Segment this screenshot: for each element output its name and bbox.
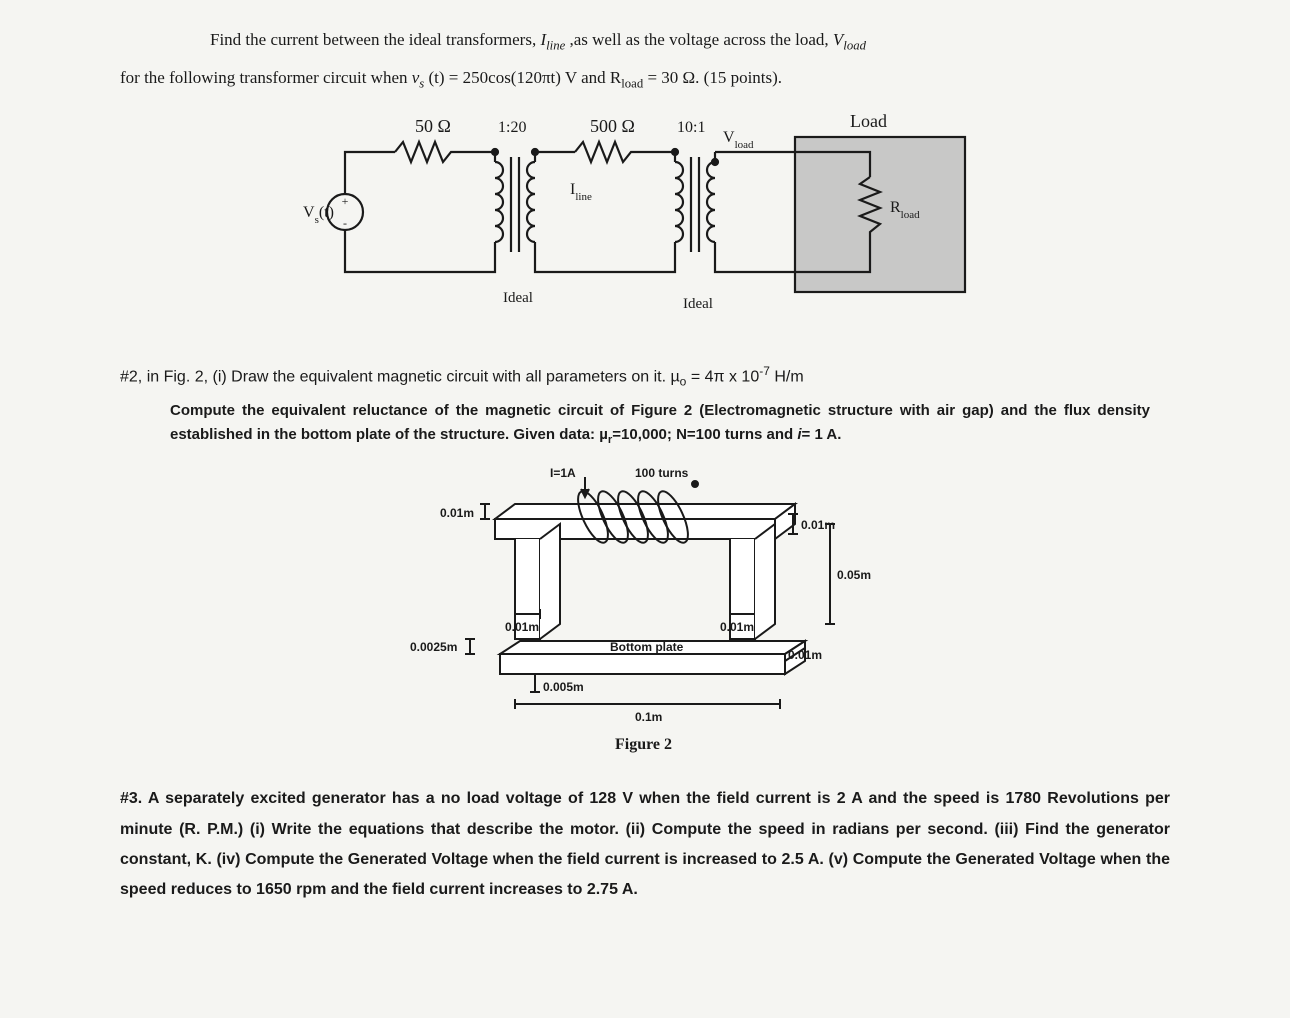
vs-label: V [303,204,315,221]
ratio1: 1:20 [498,119,526,136]
fig2-tr: 0.01m [801,518,835,532]
p1-line1: Find the current between the ideal trans… [120,26,1170,56]
fig2-bph: 0.005m [543,680,584,694]
p2-intro-a: #2, in Fig. 2, (i) Draw the equivalent m… [120,368,680,385]
vload-sub2: load [735,139,754,151]
load-label: Load [850,111,887,131]
p1-l2b: and R [581,68,621,87]
fig2-tl: 0.01m [440,506,474,520]
p1-l1b: ,as well as the voltage across the load, [569,30,832,49]
rload: R [890,199,901,216]
fig2-I: I=1A [550,466,576,480]
p2-intro: #2, in Fig. 2, (i) Draw the equivalent m… [120,362,1170,392]
fig2-caption: Figure 2 [615,736,672,753]
svg-text:+: + [342,194,349,208]
r1-label: 50 Ω [415,116,451,136]
vload-sym: V [833,30,843,49]
fig2-turns: 100 turns [635,466,689,480]
fig2-bpr: 0.01m [788,648,822,662]
vs-arg: (t) [319,204,334,221]
p1-l2a: for the following transformer circuit wh… [120,68,412,87]
mu-exp: -7 [759,364,770,378]
svg-text:Iline: Iline [570,181,592,203]
circuit-diagram: + - Vs(t) 50 Ω 1:20 Ideal 500 Ω Iline [295,102,995,332]
iline-sub: line [546,38,565,52]
vload: V [723,129,735,146]
vs-eq: (t) = 250cos(120πt) V [429,68,577,87]
fig2-leg-l: 0.01m [505,620,539,634]
p2-para-c: = 1 A. [802,426,842,443]
svg-text:-: - [343,216,347,230]
p3-text: #3. A separately excited generator has a… [120,784,1170,906]
muo-sub: o [680,374,687,388]
r2-label: 500 Ω [590,116,635,136]
iline-sub2: line [575,191,592,203]
fig2-rh: 0.05m [837,568,871,582]
ideal1: Ideal [503,290,533,306]
p1-l2c: = 30 Ω. (15 points). [647,68,782,87]
svg-text:Vload: Vload [723,129,754,151]
p2-intro-b: = 4π x 10 [691,368,759,385]
fig2-leg-r: 0.01m [720,620,754,634]
fig2-w: 0.1m [635,710,662,724]
ratio2: 10:1 [677,119,705,136]
p2-para-b: =10,000; N=100 turns and [612,426,797,443]
rload-sub: load [621,76,643,90]
p2-para: Compute the equivalent reluctance of the… [170,399,1150,449]
ideal2: Ideal [683,296,713,312]
p2-intro-c: H/m [774,368,803,385]
figure-2: I=1A 100 turns 0.01m 0.01m 0.05m 0.01m 0… [120,459,1170,764]
rload-sub2: load [901,209,920,221]
vload-sub: load [843,38,866,52]
p1-line2: for the following transformer circuit wh… [120,64,1170,94]
p1-l1a: Find the current between the ideal trans… [210,30,540,49]
fig2-bp: Bottom plate [610,640,684,654]
fig2-gap: 0.0025m [410,640,457,654]
